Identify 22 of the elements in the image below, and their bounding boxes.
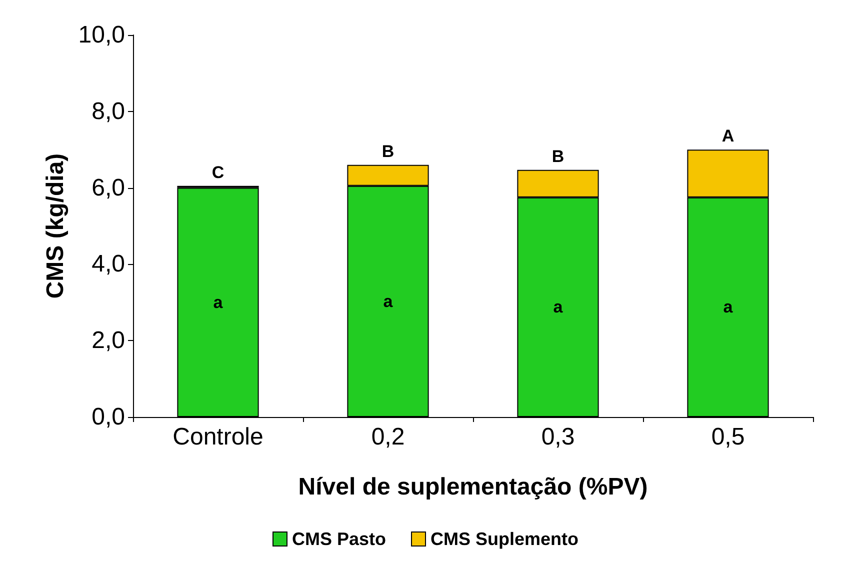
x-tick-label: 0,5 <box>711 424 745 450</box>
data-label: a <box>383 292 394 311</box>
y-axis-title: CMS (kg/dia) <box>42 153 69 299</box>
y-tick-label: 8,0 <box>92 98 125 125</box>
data-label: B <box>552 146 564 166</box>
x-tick-label: 0,3 <box>541 424 575 450</box>
legend-label: CMS Pasto <box>292 529 386 549</box>
y-tick-label: 0,0 <box>92 404 125 430</box>
data-label: a <box>723 298 734 317</box>
x-tick-label: Controle <box>172 424 264 450</box>
data-label: B <box>382 142 394 161</box>
legend-label: CMS Suplemento <box>430 529 579 549</box>
x-axis-title: Nível de suplementação (%PV) <box>298 474 648 500</box>
data-label: A <box>722 126 734 146</box>
y-tick-label: 10,0 <box>78 22 125 48</box>
data-label: a <box>213 292 224 312</box>
y-tick-label: 4,0 <box>92 250 125 278</box>
y-tick-label: 6,0 <box>92 174 125 202</box>
data-label: C <box>212 162 224 182</box>
data-label: a <box>553 298 564 317</box>
y-tick-label: 2,0 <box>92 327 125 354</box>
x-tick-label: 0,2 <box>371 424 405 450</box>
